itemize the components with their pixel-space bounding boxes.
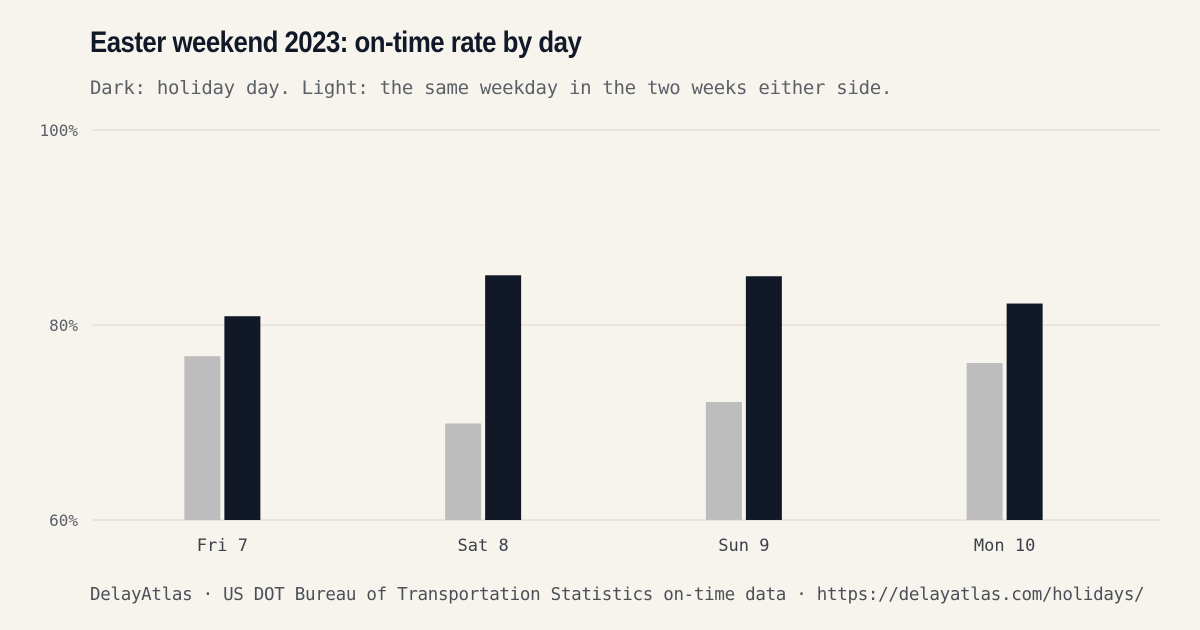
x-tick-label: Mon 10 [974, 536, 1035, 556]
baseline-bar [184, 356, 221, 520]
y-axis-ticks: 60% 80% 100% [39, 121, 78, 530]
source-footer: DelayAtlas · US DOT Bureau of Transporta… [90, 585, 1145, 605]
chart-title: Easter weekend 2023: on-time rate by day [90, 26, 582, 59]
bar-chart: 60% 80% 100% Fri 7 Sat 8 Sun 9 Mon 10 [39, 121, 1160, 556]
y-tick-label: 80% [49, 316, 78, 335]
holiday-bar [224, 316, 261, 520]
x-tick-label: Sat 8 [458, 536, 509, 556]
x-tick-label: Fri 7 [197, 536, 248, 556]
baseline-bar [445, 423, 482, 520]
baseline-bar [966, 363, 1003, 520]
holiday-bar [745, 276, 782, 520]
baseline-bar [705, 402, 742, 520]
x-axis-ticks: Fri 7 Sat 8 Sun 9 Mon 10 [197, 536, 1036, 556]
chart-subtitle: Dark: holiday day. Light: the same weekd… [90, 77, 893, 99]
bars [184, 275, 1043, 520]
holiday-bar [485, 275, 522, 520]
y-tick-label: 60% [49, 511, 78, 530]
x-tick-label: Sun 9 [718, 536, 769, 556]
holiday-bar [1006, 303, 1043, 520]
y-tick-label: 100% [39, 121, 78, 140]
